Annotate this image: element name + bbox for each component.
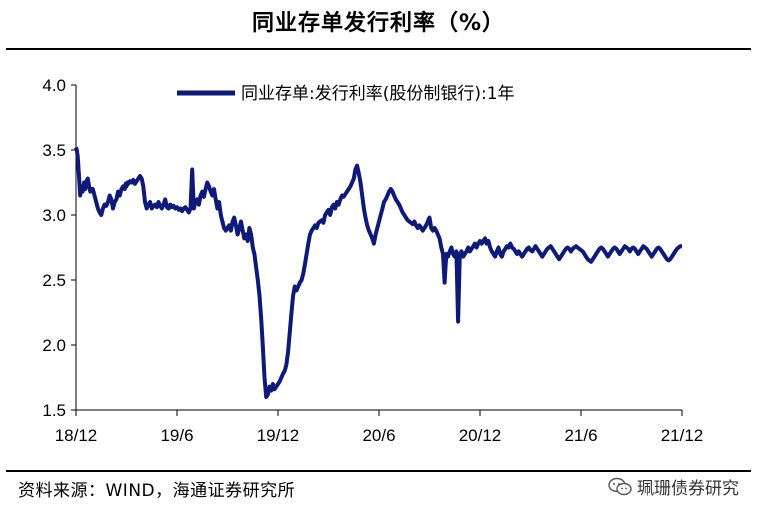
- chart-legend: 同业存单:发行利率(股份制银行):1年: [177, 84, 515, 104]
- x-tick-label: 20/12: [459, 426, 502, 445]
- x-tick-label: 18/12: [55, 426, 98, 445]
- y-tick-label: 2.5: [42, 271, 66, 290]
- x-tick-label: 20/6: [362, 426, 395, 445]
- watermark: 珮珊债券研究: [607, 474, 739, 499]
- footer-rule: [6, 470, 751, 472]
- y-tick-label: 3.5: [42, 141, 66, 160]
- y-tick-label: 4.0: [42, 76, 66, 95]
- series-line: [74, 146, 683, 399]
- chart-title: 同业存单发行利率（%）: [251, 11, 506, 36]
- x-tick-label: 21/12: [661, 426, 704, 445]
- watermark-text: 珮珊债券研究: [637, 479, 739, 499]
- chart-axes: 4.0 3.5 3.0 2.5 2.0 1.5 18/12 19/6 19/12 20/6 20/1…: [42, 76, 703, 445]
- line-chart: 4.0 3.5 3.0 2.5 2.0 1.5 18/12 19/6 19/12 20/6 20/1…: [42, 76, 703, 445]
- title-rule: [6, 48, 751, 50]
- y-tick-label: 1.5: [42, 401, 66, 420]
- x-tick-label: 19/6: [160, 426, 193, 445]
- wechat-icon: [608, 477, 632, 495]
- y-tick-label: 2.0: [42, 336, 66, 355]
- source-note: 资料来源：WIND，海通证券研究所: [18, 481, 296, 501]
- legend-label: 同业存单:发行利率(股份制银行):1年: [241, 84, 515, 104]
- plot-area: [74, 146, 683, 399]
- y-tick-label: 3.0: [42, 206, 66, 225]
- x-tick-label: 19/12: [257, 426, 300, 445]
- x-tick-label: 21/6: [564, 426, 597, 445]
